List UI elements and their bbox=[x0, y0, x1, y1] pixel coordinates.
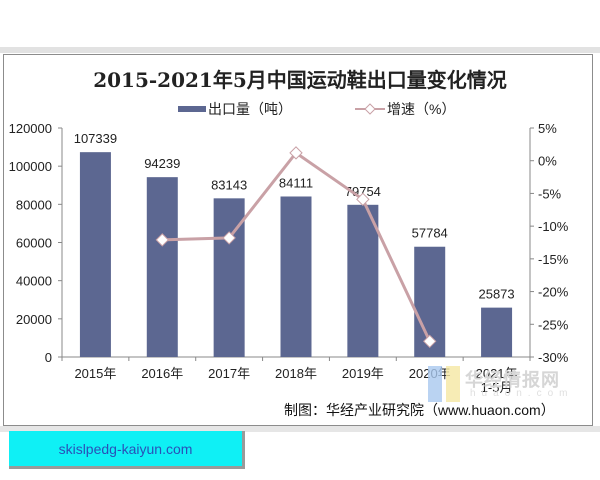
diamond-marker-icon bbox=[423, 334, 437, 349]
diamond-marker-icon bbox=[356, 192, 370, 207]
bar-value-label: 57784 bbox=[412, 226, 448, 241]
legend-bar-swatch-icon bbox=[178, 106, 206, 112]
diamond-marker-icon bbox=[155, 233, 169, 247]
legend-diamond-line-icon bbox=[355, 103, 385, 115]
bar-value-label: 84111 bbox=[279, 175, 313, 190]
chart-credit: 制图：华经产业研究院（www.huaon.com） bbox=[284, 402, 555, 418]
right-tick-label: -10% bbox=[538, 219, 569, 234]
legend-item-export: 出口量（吨） bbox=[178, 99, 292, 119]
left-tick-label: 120000 bbox=[9, 121, 52, 136]
legend-item-growth: 增速（%） bbox=[355, 99, 455, 119]
chart-plot-area: 0 20000 40000 60000 80000 100000 120000 -30% -25… bbox=[9, 121, 569, 395]
category-label: 2021年 bbox=[476, 366, 518, 381]
watermark-blue-block bbox=[428, 366, 442, 402]
category-label: 2019年 bbox=[342, 366, 384, 381]
bar bbox=[280, 196, 312, 357]
watermark-subtext: huaon.com bbox=[470, 388, 574, 399]
right-tick-label: -30% bbox=[538, 350, 569, 365]
bottom-divider bbox=[0, 426, 600, 432]
bar-value-label: 94239 bbox=[144, 156, 180, 171]
bar bbox=[146, 177, 178, 357]
legend-label-growth: 增速（%） bbox=[387, 101, 456, 117]
right-tick-label: 5% bbox=[538, 121, 557, 136]
chart-title: 2015-2021年5月中国运动鞋出口量变化情况 bbox=[93, 68, 507, 92]
category-label: 2017年 bbox=[208, 366, 250, 381]
left-tick-label: 80000 bbox=[16, 197, 52, 212]
category-label: 1-5月 bbox=[481, 380, 513, 395]
right-tick-label: -15% bbox=[538, 252, 569, 267]
diamond-marker-icon bbox=[222, 231, 236, 245]
right-tick-label: -25% bbox=[538, 317, 569, 332]
watermark-text: 华经情报网 bbox=[465, 370, 560, 390]
bar-value-label: 79754 bbox=[345, 184, 381, 199]
bar-value-label: 107339 bbox=[74, 131, 117, 146]
category-label: 2016年 bbox=[141, 366, 183, 381]
link-box[interactable]: skislpedg-kaiyun.com bbox=[9, 431, 245, 469]
watermark-yellow-block bbox=[446, 366, 460, 402]
chart-legend: 出口量（吨） 增速（%） bbox=[0, 99, 600, 117]
category-label: 2015年 bbox=[74, 366, 116, 381]
bar bbox=[79, 152, 111, 357]
left-tick-label: 0 bbox=[45, 350, 52, 365]
category-label: 2018年 bbox=[275, 366, 317, 381]
left-tick-label: 40000 bbox=[16, 274, 52, 289]
bar-value-label: 83143 bbox=[211, 177, 247, 192]
link-text[interactable]: skislpedg-kaiyun.com bbox=[58, 440, 193, 457]
left-tick-label: 20000 bbox=[16, 312, 52, 327]
diamond-marker-icon bbox=[289, 146, 303, 160]
top-divider bbox=[0, 47, 600, 53]
left-tick-label: 100000 bbox=[9, 159, 52, 174]
right-tick-label: -5% bbox=[538, 186, 562, 201]
legend-label-export: 出口量（吨） bbox=[208, 101, 292, 117]
right-tick-label: 0% bbox=[538, 154, 557, 169]
left-tick-label: 60000 bbox=[16, 236, 52, 251]
bar-value-label: 25873 bbox=[478, 287, 514, 302]
right-tick-label: -20% bbox=[538, 285, 569, 300]
bar bbox=[347, 204, 379, 357]
bar bbox=[481, 307, 513, 357]
